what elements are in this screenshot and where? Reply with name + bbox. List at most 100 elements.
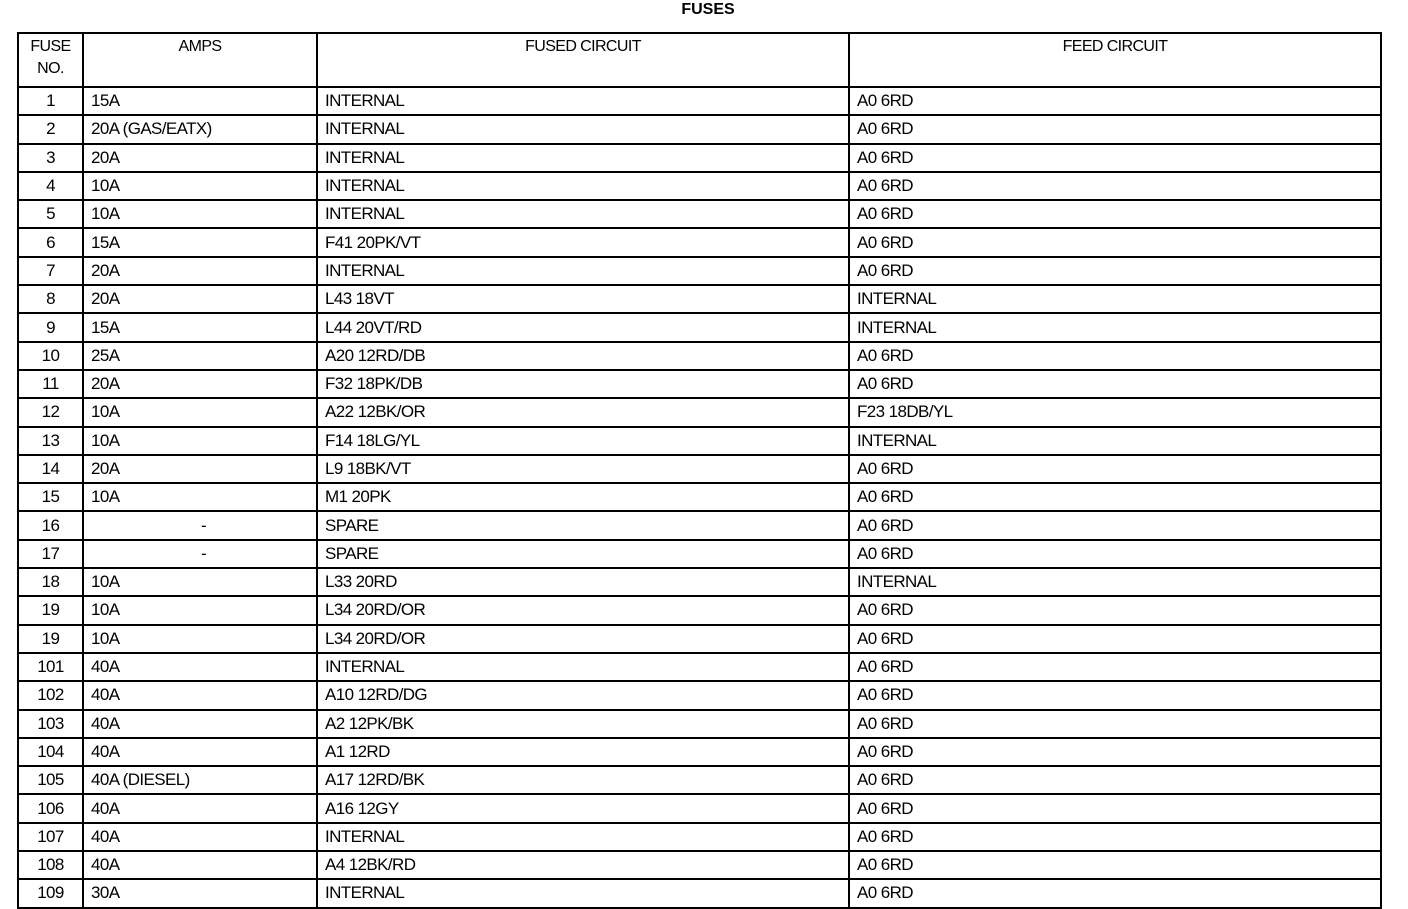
table-row: 14 20A L9 18BK/VT A0 6RD — [17, 453, 1382, 485]
cell-fuse-no: 15 — [17, 482, 84, 513]
cell-fuse-no: 105 — [17, 765, 84, 796]
cell-fused-circuit: F14 18LG/YL — [316, 425, 850, 456]
table-row: 1 15A INTERNAL A0 6RD — [17, 85, 1382, 117]
cell-amps: - — [82, 538, 318, 570]
cell-feed-circuit: A0 6RD — [848, 227, 1382, 258]
table-row: 104 40A A1 12RD A0 6RD — [17, 736, 1382, 768]
fuses-table: FUSE NO. AMPS FUSED CIRCUIT FEED CIRCUIT … — [17, 32, 1382, 909]
cell-feed-circuit: F23 18DB/YL — [848, 397, 1382, 428]
cell-feed-circuit: INTERNAL — [848, 567, 1382, 598]
cell-amps: 40A (DIESEL) — [82, 765, 318, 796]
cell-feed-circuit: INTERNAL — [848, 312, 1382, 343]
table-row: 9 15A L44 20VT/RD INTERNAL — [17, 312, 1382, 343]
cell-fused-circuit: INTERNAL — [316, 85, 850, 117]
cell-feed-circuit: A0 6RD — [848, 708, 1382, 739]
cell-fuse-no: 104 — [17, 736, 84, 768]
cell-feed-circuit: A0 6RD — [848, 114, 1382, 145]
cell-fused-circuit: L9 18BK/VT — [316, 453, 850, 485]
cell-amps: 20A — [82, 453, 318, 485]
cell-feed-circuit: A0 6RD — [848, 510, 1382, 541]
cell-fused-circuit: L34 20RD/OR — [316, 623, 850, 654]
cell-fused-circuit: INTERNAL — [316, 170, 850, 202]
cell-fuse-no: 9 — [17, 312, 84, 343]
table-row: 4 10A INTERNAL A0 6RD — [17, 170, 1382, 202]
cell-amps: 15A — [82, 85, 318, 117]
cell-fuse-no: 103 — [17, 708, 84, 739]
cell-fuse-no: 13 — [17, 425, 84, 456]
cell-feed-circuit: A0 6RD — [848, 368, 1382, 400]
table-row: 102 40A A10 12RD/DG A0 6RD — [17, 680, 1382, 711]
cell-fuse-no: 101 — [17, 651, 84, 683]
cell-fuse-no: 1 — [17, 85, 84, 117]
header-fuse-no: FUSE NO. — [17, 32, 84, 88]
cell-fused-circuit: INTERNAL — [316, 114, 850, 145]
cell-amps: 40A — [82, 821, 318, 853]
cell-fused-circuit: INTERNAL — [316, 255, 850, 287]
cell-fuse-no: 19 — [17, 623, 84, 654]
cell-fuse-no: 7 — [17, 255, 84, 287]
cell-amps: 10A — [82, 567, 318, 598]
table-row: 3 20A INTERNAL A0 6RD — [17, 142, 1382, 173]
cell-feed-circuit: A0 6RD — [848, 651, 1382, 683]
table-row: 7 20A INTERNAL A0 6RD — [17, 255, 1382, 287]
cell-feed-circuit: A0 6RD — [848, 850, 1382, 881]
cell-amps: 40A — [82, 850, 318, 881]
cell-fuse-no: 19 — [17, 595, 84, 626]
cell-feed-circuit: A0 6RD — [848, 680, 1382, 711]
header-fuse-line2: NO. — [37, 60, 64, 77]
table-row: 8 20A L43 18VT INTERNAL — [17, 284, 1382, 315]
cell-fused-circuit: M1 20PK — [316, 482, 850, 513]
cell-fuse-no: 5 — [17, 199, 84, 230]
cell-fuse-no: 107 — [17, 821, 84, 853]
header-fuse-line1: FUSE — [30, 38, 71, 55]
cell-feed-circuit: A0 6RD — [848, 85, 1382, 117]
cell-amps: 10A — [82, 623, 318, 654]
cell-feed-circuit: A0 6RD — [848, 595, 1382, 626]
table-row: 103 40A A2 12PK/BK A0 6RD — [17, 708, 1382, 739]
table-row: 2 20A (GAS/EATX) INTERNAL A0 6RD — [17, 114, 1382, 145]
cell-fuse-no: 11 — [17, 368, 84, 400]
table-row: 13 10A F14 18LG/YL INTERNAL — [17, 425, 1382, 456]
cell-feed-circuit: A0 6RD — [848, 736, 1382, 768]
header-feed-circuit: FEED CIRCUIT — [848, 32, 1382, 88]
cell-amps: 40A — [82, 793, 318, 824]
cell-fused-circuit: L33 20RD — [316, 567, 850, 598]
cell-fused-circuit: A20 12RD/DB — [316, 340, 850, 371]
cell-amps: 40A — [82, 736, 318, 768]
table-row: 16- SPARE A0 6RD — [17, 510, 1382, 541]
cell-feed-circuit: A0 6RD — [848, 453, 1382, 485]
cell-fuse-no: 14 — [17, 453, 84, 485]
cell-fuse-no: 106 — [17, 793, 84, 824]
cell-feed-circuit: A0 6RD — [848, 255, 1382, 287]
table-row: 17- SPARE A0 6RD — [17, 538, 1382, 570]
table-row: 10 25A A20 12RD/DB A0 6RD — [17, 340, 1382, 371]
cell-amps: 30A — [82, 878, 318, 909]
cell-fused-circuit: A4 12BK/RD — [316, 850, 850, 881]
cell-fused-circuit: INTERNAL — [316, 142, 850, 173]
cell-fuse-no: 2 — [17, 114, 84, 145]
cell-feed-circuit: A0 6RD — [848, 170, 1382, 202]
cell-fused-circuit: SPARE — [316, 538, 850, 570]
cell-feed-circuit: A0 6RD — [848, 623, 1382, 654]
cell-fused-circuit: L44 20VT/RD — [316, 312, 850, 343]
table-row: 101 40A INTERNAL A0 6RD — [17, 651, 1382, 683]
cell-amps: 40A — [82, 680, 318, 711]
cell-amps: - — [82, 510, 318, 541]
table-row: 105 40A (DIESEL) A17 12RD/BK A0 6RD — [17, 765, 1382, 796]
cell-amps: 10A — [82, 170, 318, 202]
cell-fused-circuit: A10 12RD/DG — [316, 680, 850, 711]
cell-fused-circuit: A22 12BK/OR — [316, 397, 850, 428]
cell-feed-circuit: A0 6RD — [848, 878, 1382, 909]
cell-fused-circuit: INTERNAL — [316, 199, 850, 230]
table-row: 109 30A INTERNAL A0 6RD — [17, 878, 1382, 909]
cell-amps: 25A — [82, 340, 318, 371]
cell-feed-circuit: A0 6RD — [848, 482, 1382, 513]
cell-fuse-no: 102 — [17, 680, 84, 711]
table-row: 107 40A INTERNAL A0 6RD — [17, 821, 1382, 853]
table-row: 19 10A L34 20RD/OR A0 6RD — [17, 595, 1382, 626]
cell-amps: 10A — [82, 482, 318, 513]
cell-feed-circuit: A0 6RD — [848, 538, 1382, 570]
cell-amps: 10A — [82, 425, 318, 456]
cell-fuse-no: 108 — [17, 850, 84, 881]
cell-amps: 20A — [82, 255, 318, 287]
